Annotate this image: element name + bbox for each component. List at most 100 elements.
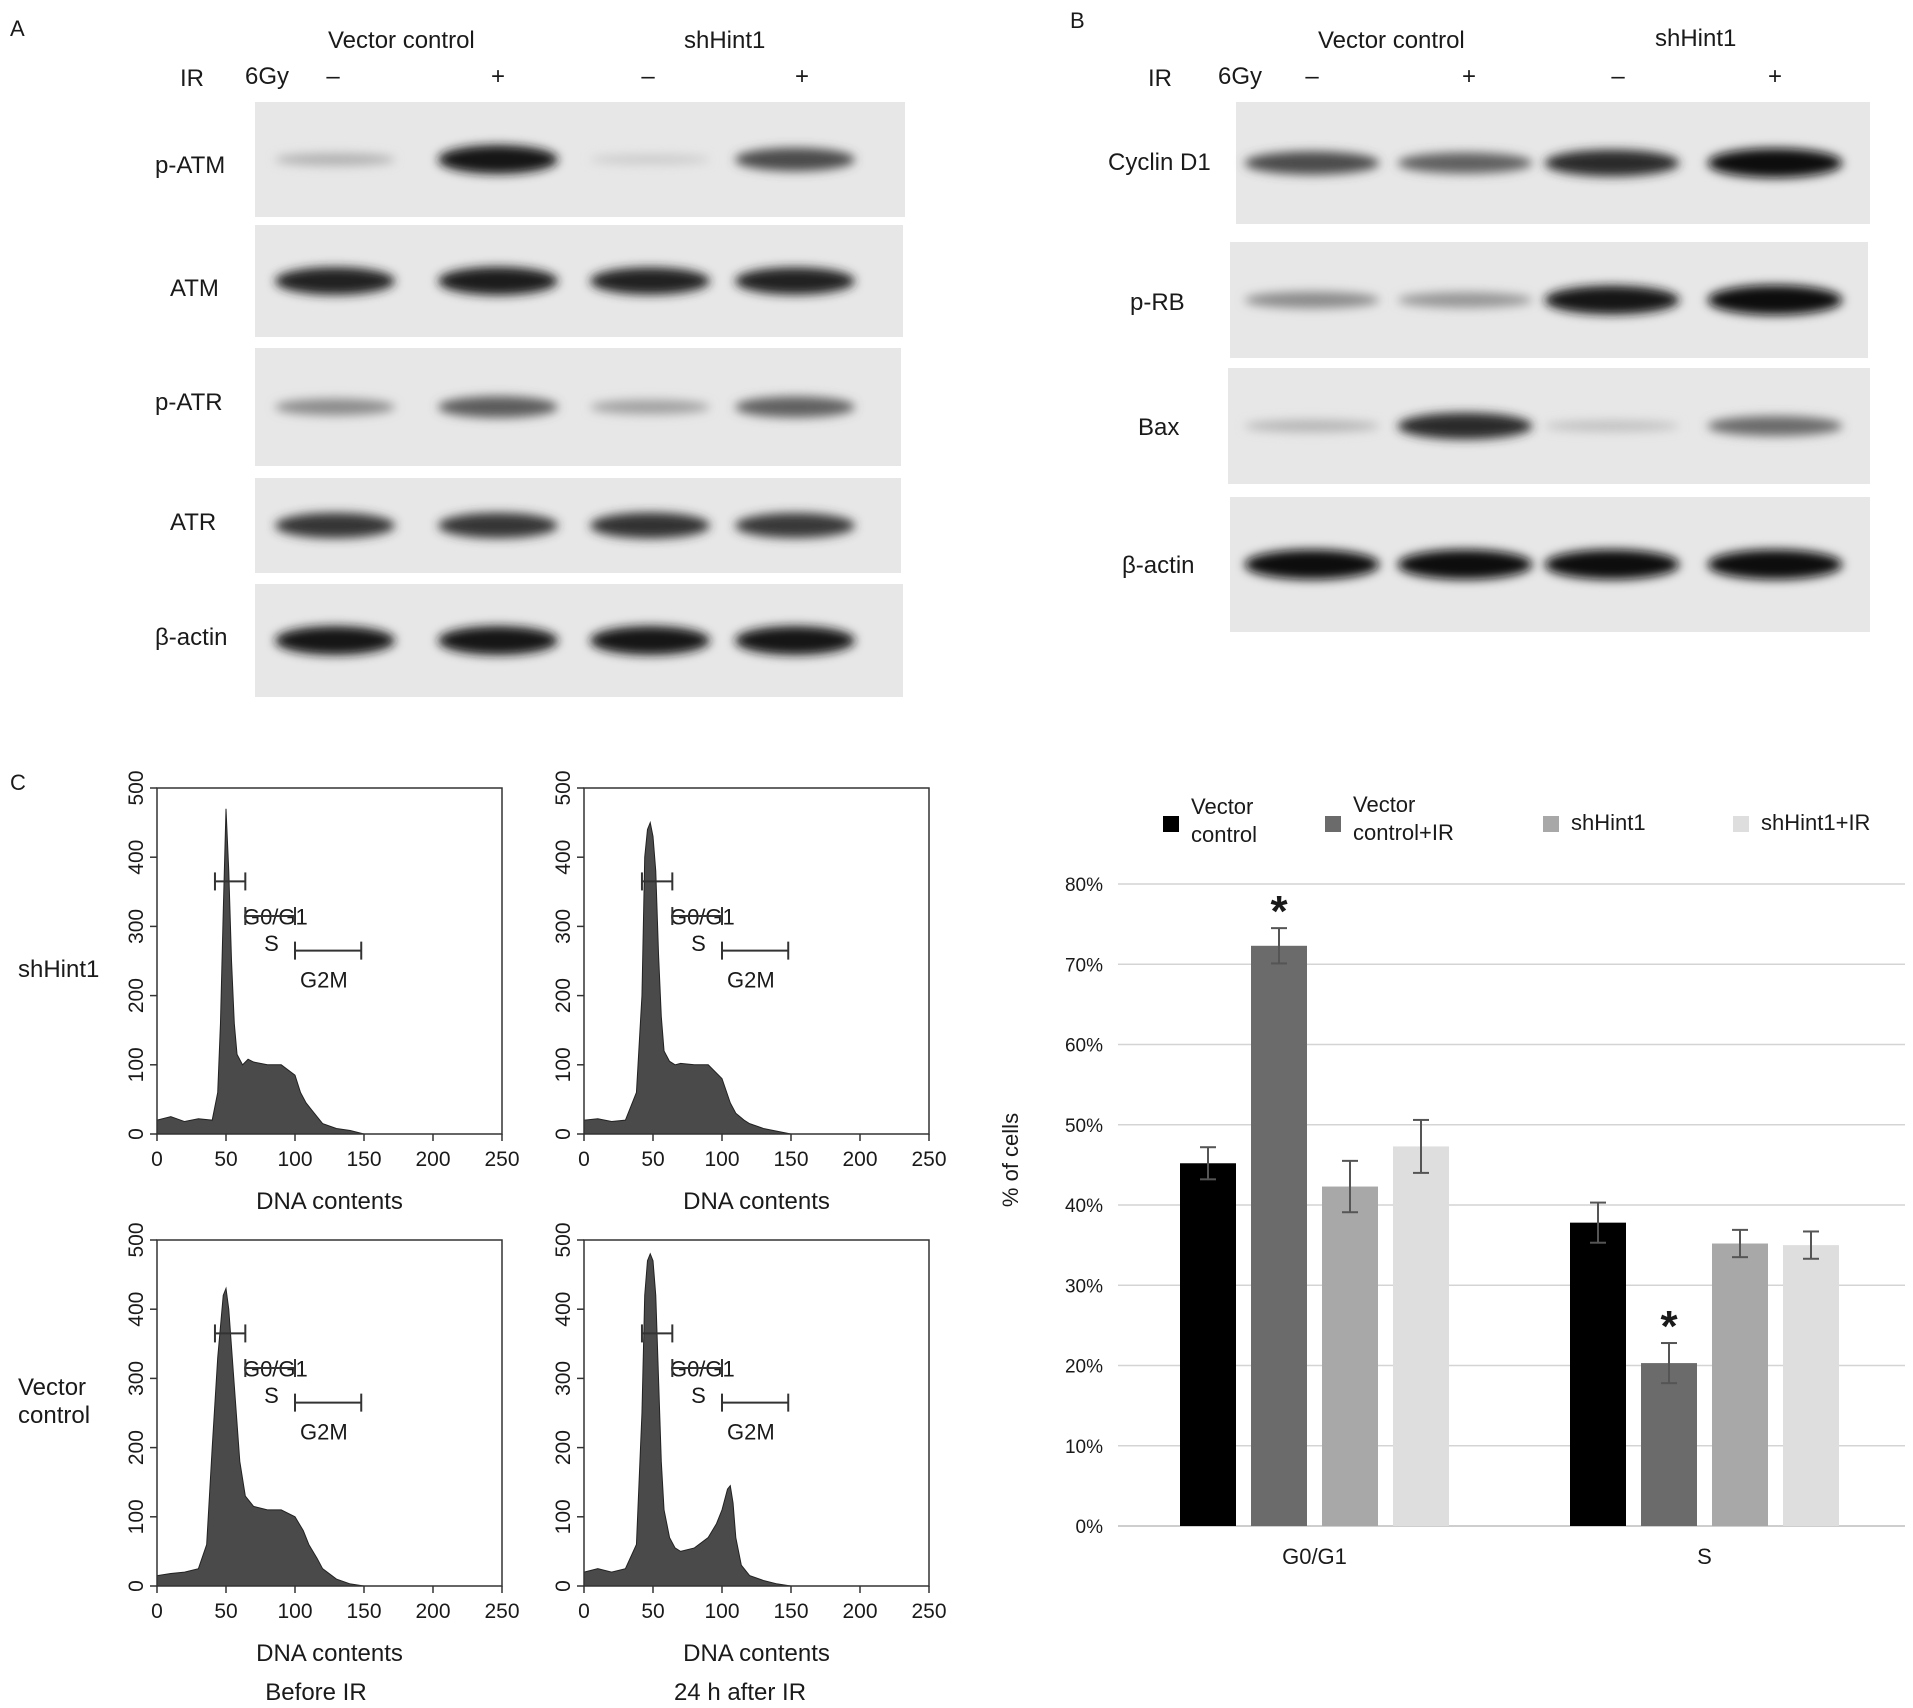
x-tick-label: 150 xyxy=(346,1600,381,1623)
y-tick-label: 80% xyxy=(1065,875,1103,896)
y-tick-label: 100 xyxy=(552,1047,575,1082)
blot-band xyxy=(1707,549,1843,580)
y-tick-label: 400 xyxy=(552,840,575,875)
panel-a: A Vector control shHint1 IR 6Gy – + – + … xyxy=(10,16,905,697)
blot-band xyxy=(590,267,710,295)
gate-label: G2M xyxy=(727,968,775,993)
x-tick-label: 0 xyxy=(578,1148,590,1171)
blot-band xyxy=(590,626,710,655)
blot-band xyxy=(590,399,710,415)
legend-swatch xyxy=(1325,816,1341,832)
legend-swatch xyxy=(1163,816,1179,832)
y-tick-label: 100 xyxy=(125,1499,148,1534)
bar-chart: 0% 10% 20% 30% 40% 50% 60% 70% 80% % of cells G0/G… xyxy=(998,792,1905,1569)
x-tick-label: 150 xyxy=(773,1148,808,1171)
x-tick-label: 0 xyxy=(578,1600,590,1623)
blot-label-p-atr: p-ATR xyxy=(155,389,223,416)
x-tick-label: 50 xyxy=(214,1148,237,1171)
blot-band xyxy=(1244,549,1380,580)
panel-b-lane-sign: + xyxy=(1768,63,1782,90)
bar xyxy=(1180,1163,1236,1526)
blot-label-atm: ATM xyxy=(170,275,219,302)
x-tick-label: 150 xyxy=(346,1148,381,1171)
blot-band xyxy=(735,396,855,418)
panel-b-lane-sign: – xyxy=(1611,63,1625,90)
blot-strip xyxy=(255,478,901,573)
panel-a-group-vector: Vector control xyxy=(328,27,475,54)
bar xyxy=(1393,1146,1449,1526)
panel-b: B Vector control shHint1 IR 6Gy – + – + … xyxy=(1070,8,1870,632)
panel-b-lane-sign: + xyxy=(1462,63,1476,90)
blot-label-beta-actin: β-actin xyxy=(155,624,228,651)
significance-star: * xyxy=(1270,887,1288,936)
x-tick-label: 50 xyxy=(641,1148,664,1171)
panel-b-blots xyxy=(1228,102,1870,632)
y-tick-label: 70% xyxy=(1065,955,1103,976)
panel-a-lane-sign: – xyxy=(326,63,340,90)
legend-swatch xyxy=(1543,816,1559,832)
blot-strip xyxy=(1230,497,1870,632)
x-tick-label: 200 xyxy=(842,1600,877,1623)
panel-a-dose: 6Gy xyxy=(245,63,289,90)
y-tick-label: 0 xyxy=(552,1128,575,1140)
y-tick-label: 0 xyxy=(125,1580,148,1592)
bar xyxy=(1641,1363,1697,1526)
x-tick-label: 100 xyxy=(277,1600,312,1623)
blot-band xyxy=(1544,149,1680,177)
blot-strip xyxy=(255,348,901,466)
gate-label: G2M xyxy=(300,968,348,993)
blot-band xyxy=(275,512,395,539)
category-label: G0/G1 xyxy=(1282,1544,1347,1569)
y-tick-label: 0% xyxy=(1076,1517,1104,1538)
histogram-area xyxy=(156,808,365,1135)
blot-band xyxy=(735,267,855,295)
x-tick-label: 250 xyxy=(911,1148,946,1171)
x-tick-label: 100 xyxy=(704,1600,739,1623)
blot-band xyxy=(438,145,558,174)
panel-b-dose: 6Gy xyxy=(1218,63,1262,90)
panel-b-letter: B xyxy=(1070,8,1085,33)
panel-a-blots xyxy=(255,102,905,697)
legend-label: Vector control xyxy=(1191,794,1257,847)
blot-strip xyxy=(1230,242,1868,358)
x-tick-label: 200 xyxy=(842,1148,877,1171)
y-tick-label: 20% xyxy=(1065,1357,1103,1378)
y-tick-label: 0 xyxy=(125,1128,148,1140)
blot-band xyxy=(275,153,395,166)
y-tick-label: 50% xyxy=(1065,1116,1103,1137)
x-tick-label: 50 xyxy=(214,1600,237,1623)
x-tick-label: 250 xyxy=(911,1600,946,1623)
row-label-shhint1: shHint1 xyxy=(18,956,99,983)
plot-frame xyxy=(583,1239,930,1587)
blot-label-p-rb: p-RB xyxy=(1130,289,1185,316)
blot-band xyxy=(1244,419,1380,433)
x-tick-label: 0 xyxy=(151,1600,163,1623)
blot-band xyxy=(1244,291,1380,309)
plot-frame xyxy=(156,1239,503,1587)
gate-label: S xyxy=(691,1383,706,1408)
blot-band xyxy=(1244,151,1380,175)
histogram-area xyxy=(156,1286,365,1587)
blot-band xyxy=(275,398,395,416)
y-tick-label: 200 xyxy=(125,1430,148,1465)
y-tick-label: 300 xyxy=(552,1361,575,1396)
column-label-before-ir: Before IR xyxy=(265,1679,366,1706)
bar xyxy=(1322,1186,1378,1526)
blot-band xyxy=(590,154,710,165)
y-tick-label: 30% xyxy=(1065,1276,1103,1297)
blot-band xyxy=(1544,549,1680,580)
x-axis-label: DNA contents xyxy=(683,1188,830,1215)
blot-band xyxy=(735,512,855,539)
blot-strip xyxy=(1228,368,1870,484)
panel-a-ir-label: IR xyxy=(180,65,204,92)
panel-c: C shHint1 Vector control 0 50 100 150 200 2500… xyxy=(10,770,1905,1706)
histogram-C-vector-after: 0 50 100 150 200 250 0 100 200 300 400 500 DNA conte… xyxy=(552,1222,947,1667)
y-tick-label: 10% xyxy=(1065,1437,1103,1458)
legend-label: shHint1 xyxy=(1571,810,1646,835)
y-tick-label: 500 xyxy=(552,770,575,805)
x-axis-label: DNA contents xyxy=(256,1188,403,1215)
blot-band xyxy=(1707,415,1843,437)
y-tick-label: 200 xyxy=(125,978,148,1013)
x-axis-label: DNA contents xyxy=(256,1640,403,1667)
